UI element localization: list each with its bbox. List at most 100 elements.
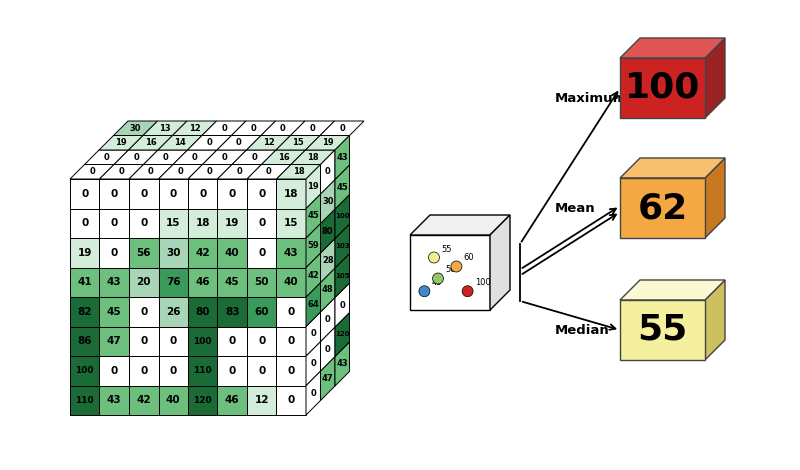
Text: 0: 0 [207, 167, 213, 176]
Text: 0: 0 [266, 167, 272, 176]
Text: 16: 16 [145, 138, 156, 147]
Polygon shape [321, 268, 335, 312]
Polygon shape [276, 135, 320, 150]
Text: 18: 18 [293, 167, 304, 176]
Text: Maximum: Maximum [555, 92, 627, 104]
Text: 0: 0 [222, 153, 227, 162]
Text: 28: 28 [322, 256, 334, 265]
Text: 43: 43 [107, 395, 122, 405]
Text: 19: 19 [225, 218, 239, 228]
Polygon shape [70, 164, 114, 179]
Text: 0: 0 [258, 218, 266, 228]
Bar [99, 209, 129, 238]
Bar [99, 267, 129, 297]
Polygon shape [620, 38, 725, 58]
Polygon shape [321, 238, 335, 282]
Text: 0: 0 [258, 336, 266, 346]
Bar [247, 238, 277, 267]
Bar [129, 327, 158, 356]
Text: 0: 0 [325, 167, 330, 177]
Bar [410, 235, 490, 310]
Bar [129, 209, 158, 238]
Text: 47: 47 [322, 374, 334, 383]
Text: 0: 0 [310, 329, 316, 338]
Text: 50: 50 [254, 277, 269, 287]
Bar [277, 209, 306, 238]
Bar [158, 297, 188, 327]
Text: 0: 0 [199, 189, 206, 199]
Polygon shape [306, 371, 321, 415]
Bar [247, 297, 277, 327]
Bar [247, 209, 277, 238]
Text: 0: 0 [339, 124, 345, 133]
Polygon shape [202, 150, 246, 164]
Bar [158, 179, 188, 209]
Text: 13: 13 [159, 124, 171, 133]
Text: 43: 43 [107, 277, 122, 287]
Text: 55: 55 [441, 244, 451, 253]
Text: 0: 0 [236, 138, 242, 147]
Bar [70, 209, 99, 238]
Bar [277, 238, 306, 267]
Text: 0: 0 [89, 167, 95, 176]
Bar [247, 385, 277, 415]
Text: 18: 18 [284, 189, 298, 199]
Bar [620, 58, 705, 118]
Polygon shape [158, 135, 202, 150]
Text: 30: 30 [130, 124, 142, 133]
Text: 0: 0 [118, 167, 124, 176]
Bar [70, 327, 99, 356]
Text: 100: 100 [335, 213, 350, 219]
Polygon shape [261, 121, 305, 135]
Polygon shape [173, 121, 217, 135]
Polygon shape [335, 283, 350, 327]
Text: 46: 46 [225, 395, 239, 405]
Polygon shape [262, 150, 306, 164]
Text: 0: 0 [288, 336, 295, 346]
Polygon shape [246, 135, 290, 150]
Polygon shape [320, 121, 364, 135]
Bar [188, 356, 218, 385]
Polygon shape [335, 224, 350, 268]
Text: 0: 0 [192, 153, 198, 162]
Text: 64: 64 [307, 300, 319, 309]
Bar [218, 297, 247, 327]
Text: 0: 0 [221, 124, 227, 133]
Bar [129, 297, 158, 327]
Bar [277, 179, 306, 209]
Text: 0: 0 [110, 189, 118, 199]
Text: 0: 0 [310, 359, 316, 368]
Text: 12: 12 [262, 138, 274, 147]
Bar [99, 385, 129, 415]
Text: 15: 15 [284, 218, 298, 228]
Text: 0: 0 [104, 153, 110, 162]
Text: 19: 19 [307, 182, 319, 191]
Bar [99, 179, 129, 209]
Polygon shape [99, 135, 143, 150]
Text: 0: 0 [310, 124, 315, 133]
Text: 45: 45 [107, 307, 122, 317]
Polygon shape [173, 150, 217, 164]
Bar [277, 297, 306, 327]
Polygon shape [306, 135, 350, 150]
Text: 0: 0 [170, 336, 177, 346]
Text: 110: 110 [194, 366, 212, 375]
Bar [158, 327, 188, 356]
Polygon shape [335, 342, 350, 386]
Polygon shape [705, 280, 725, 360]
Text: 15: 15 [292, 138, 304, 147]
Bar [218, 385, 247, 415]
Bar [158, 356, 188, 385]
Bar [70, 356, 99, 385]
Text: 0: 0 [229, 189, 236, 199]
Text: 0: 0 [258, 189, 266, 199]
Text: 42: 42 [195, 248, 210, 258]
Bar [158, 385, 188, 415]
Text: 120: 120 [335, 331, 350, 337]
Bar [277, 327, 306, 356]
Bar [99, 356, 129, 385]
Bar [218, 179, 247, 209]
Text: 60: 60 [254, 307, 269, 317]
Bar [70, 179, 99, 209]
Polygon shape [218, 164, 262, 179]
